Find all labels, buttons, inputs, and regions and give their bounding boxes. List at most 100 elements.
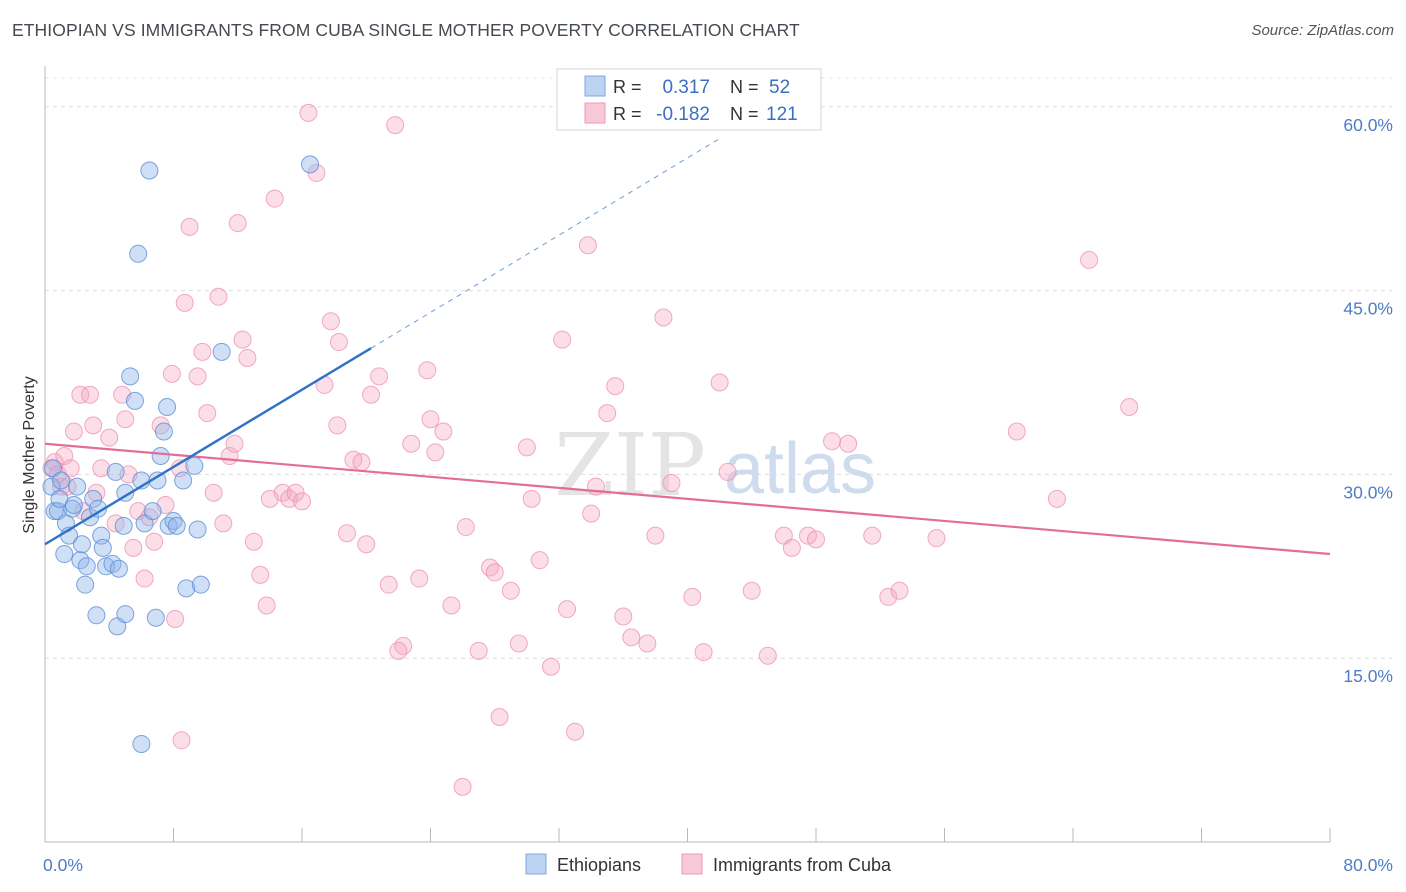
ethiopian-point [84,489,103,508]
ethiopian-point [106,462,125,481]
cuba-point [379,575,398,594]
cuba-point [501,581,520,600]
ethiopian-point [132,734,151,753]
ethiopian-point [52,471,71,490]
cuba-point [485,563,504,582]
cuba-point [337,524,356,543]
cuba-point [434,422,453,441]
bottom-legend-swatch-ethiopians [525,853,547,875]
cuba-point [823,432,842,451]
cuba-point [238,348,257,367]
cuba-point [453,777,472,796]
ethiopian-point [143,502,162,521]
cuba-point [541,657,560,676]
cuba-point [370,367,389,386]
cuba-point [402,434,421,453]
cuba-point [606,377,625,396]
cuba-point [490,708,509,727]
cuba-point [71,385,90,404]
cuba-point [389,641,408,660]
ethiopian-point [89,499,108,518]
cuba-point [116,410,135,429]
cuba-point [598,404,617,423]
cuba-point [299,103,318,122]
cuba-point [162,364,181,383]
cuba-point [530,551,549,570]
ethiopian-point [188,520,207,539]
cuba-point [166,609,185,628]
series-legend: Ethiopians Immigrants from Cuba [525,853,892,875]
cuba-point [244,532,263,551]
cuba-point [225,434,244,453]
cuba-point [293,492,311,511]
cuba-point [61,459,80,478]
ethiopian-point [185,456,204,475]
cuba-point [92,459,111,478]
cuba-point [456,518,475,537]
cuba-point [558,600,577,619]
cuba-point [694,643,713,662]
cuba-point [362,385,381,404]
series-ethiopians-points [42,155,320,753]
cuba-point [582,504,601,523]
cuba-point [517,438,536,457]
cuba-point [638,634,657,653]
ethiopian-point [114,516,133,535]
cuba-point [257,596,276,615]
cuba-point [265,189,284,208]
ethiopian-point [212,342,231,361]
cuba-point [175,293,194,312]
ethiopian-point [93,538,112,557]
ethiopian-point [68,477,87,496]
ethiopian-point [121,367,140,386]
cuba-point [426,443,445,462]
cuba-point [442,596,461,615]
cuba-point [251,565,270,584]
ethiopian-point [164,511,183,530]
axes [44,66,1331,843]
cuba-point [193,342,212,361]
series-cuba-points [42,103,1139,796]
y-tick-label: 45.0% [1343,299,1393,319]
cuba-point [879,587,898,606]
cuba-point [418,361,437,380]
ethiopian-point [167,516,186,535]
cuba-point [718,462,737,481]
cuba-point [839,434,858,453]
cuba-point [84,416,103,435]
cuba-point [214,514,233,533]
cuba-point [100,428,119,447]
x-tick-label-max: 80.0% [1343,855,1393,875]
chart-title: ETHIOPIAN VS IMMIGRANTS FROM CUBA SINGLE… [12,20,800,40]
cuba-point [172,731,191,750]
cuba-point [233,330,252,349]
watermark-atlas: atlas [724,429,876,509]
y-axis-label: Single Mother Poverty [21,376,38,533]
ethiopian-point [174,471,193,490]
cuba-point [198,404,217,423]
cuba-point [662,473,681,492]
cuba-point [135,569,154,588]
cuba-point [1047,489,1066,508]
legend-n-label-2: N = [730,104,759,124]
ethiopian-point [177,579,196,598]
y-tick-label: 15.0% [1343,666,1393,686]
ethiopian-point [146,608,165,627]
x-tick-labels: 0.0% 80.0% [43,855,1393,875]
cuba-point [328,416,347,435]
x-tick-label-min: 0.0% [43,855,83,875]
cuba-point [188,367,207,386]
cuba-point [710,373,729,392]
ethiopian-point [116,483,135,502]
cuba-point [1007,422,1026,441]
cuba-point [352,453,371,472]
cuba-point [228,214,247,233]
bottom-legend-swatch-cuba [681,853,703,875]
ethiopian-point [109,559,128,578]
legend-n-value-2: 121 [766,104,798,125]
cuba-point [614,607,633,626]
cuba-point [357,535,376,554]
legend-swatch-ethiopians [584,75,606,97]
cuba-point [394,636,413,655]
